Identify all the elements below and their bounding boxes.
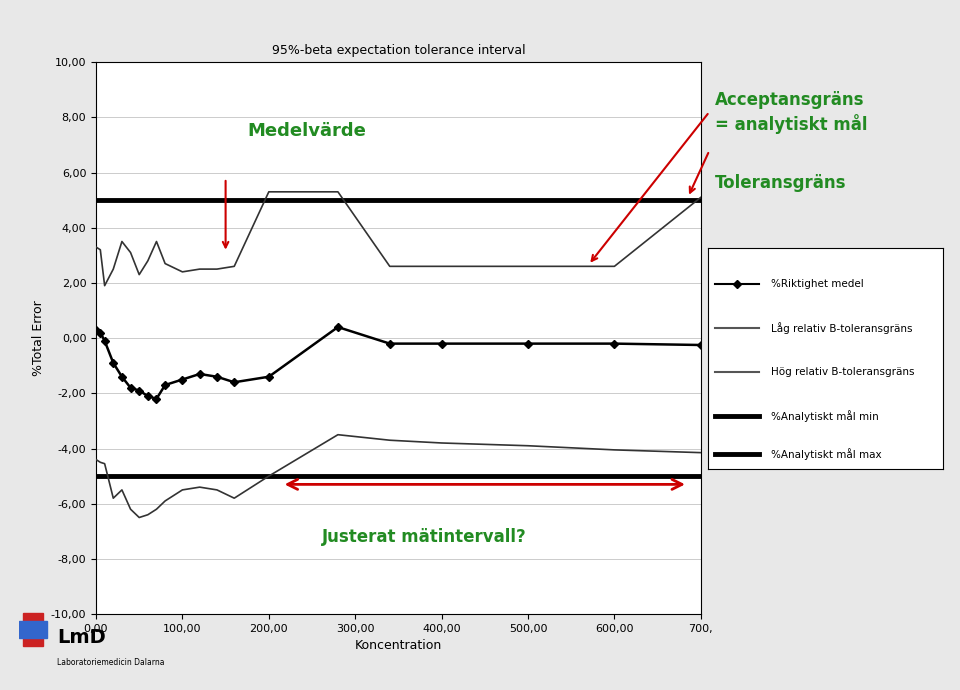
Text: Justerat mätintervall?: Justerat mätintervall? <box>322 528 527 546</box>
Text: %Riktighet medel: %Riktighet medel <box>771 279 864 288</box>
Text: %Analytiskt mål max: %Analytiskt mål max <box>771 448 881 460</box>
Text: Laboratoriemedicin Dalarna: Laboratoriemedicin Dalarna <box>58 658 165 667</box>
Text: Medelvärde: Medelvärde <box>248 122 366 140</box>
Bar <box>19 621 47 638</box>
Text: = analytiskt mål: = analytiskt mål <box>715 115 868 134</box>
Text: Acceptansgräns: Acceptansgräns <box>715 91 865 109</box>
Y-axis label: %Total Error: %Total Error <box>33 300 45 376</box>
Text: Toleransgräns: Toleransgräns <box>715 174 847 192</box>
Text: LmD: LmD <box>58 628 106 647</box>
Text: Hög relativ B-toleransgräns: Hög relativ B-toleransgräns <box>771 367 915 377</box>
Title: 95%-beta expectation tolerance interval: 95%-beta expectation tolerance interval <box>272 43 525 57</box>
Bar <box>23 613 43 646</box>
Text: Låg relativ B-toleransgräns: Låg relativ B-toleransgräns <box>771 322 913 334</box>
Text: %Analytiskt mål min: %Analytiskt mål min <box>771 411 878 422</box>
X-axis label: Koncentration: Koncentration <box>355 640 442 652</box>
